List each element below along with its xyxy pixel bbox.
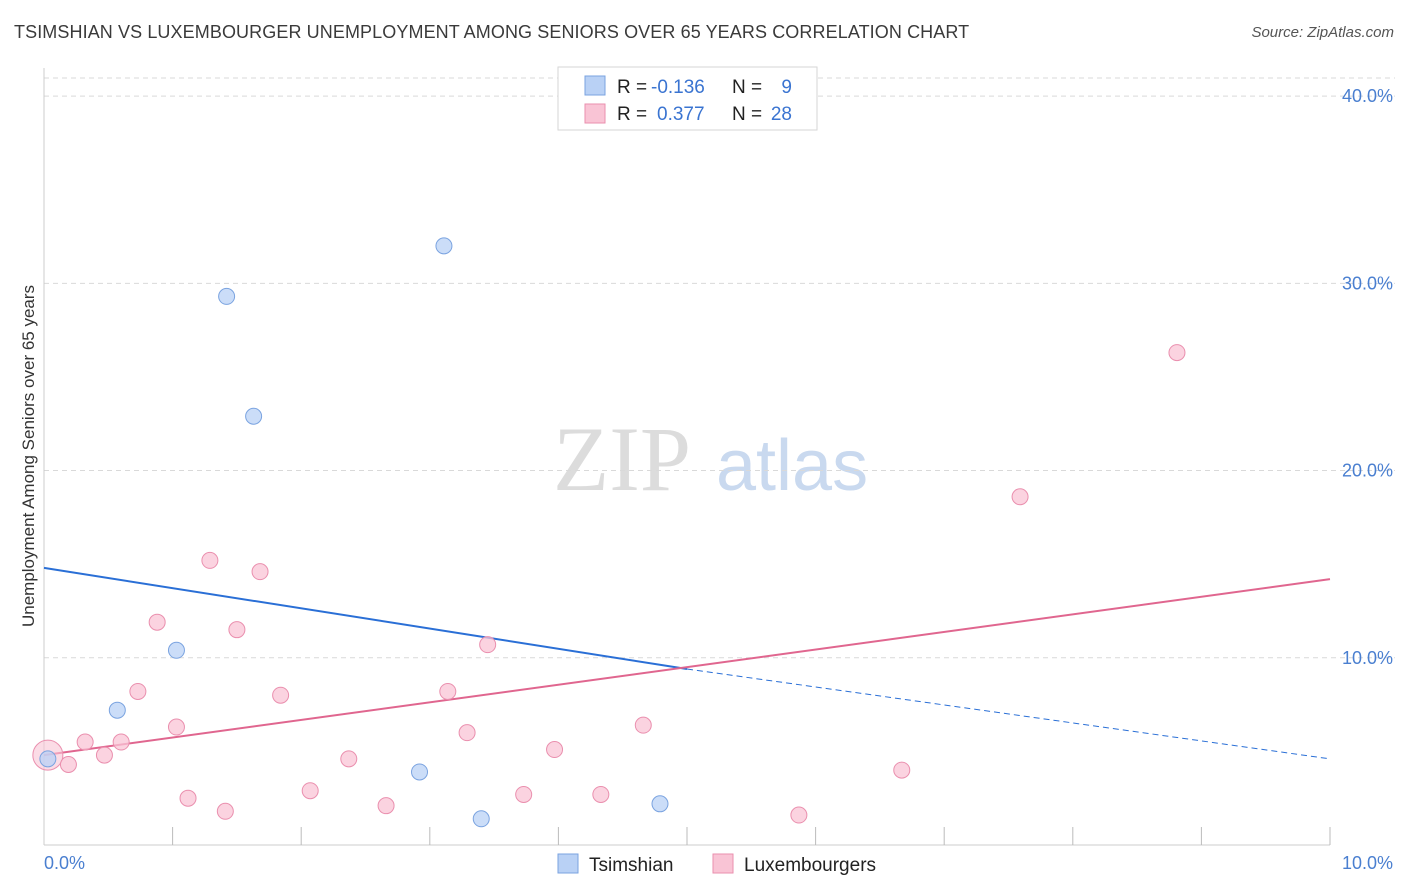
point-luxembourgers [592,785,610,803]
point-luxembourgers [479,636,497,654]
watermark: ZIP atlas [553,408,868,510]
series-legend-swatch-luxembourgers [712,853,734,874]
legend-r-label: R = [617,104,647,125]
point-luxembourgers [112,733,130,751]
point-luxembourgers [893,761,911,779]
point-luxembourgers [634,716,652,734]
point-luxembourgers [216,802,234,820]
point-luxembourgers [1168,344,1186,362]
legend-swatch-luxembourgers [584,103,606,124]
point-luxembourgers [167,718,185,736]
point-luxembourgers [179,789,197,807]
y-axis-title: Unemployment Among Seniors over 65 years [19,285,38,627]
point-tsimshian [472,810,490,828]
legend-n-label: N = [732,77,762,98]
point-luxembourgers [251,563,269,581]
series-legend-label-luxembourgers: Luxembourgers [744,855,876,876]
legend-n-value: 9 [781,77,792,98]
point-luxembourgers [129,682,147,700]
watermark-atlas: atlas [716,426,868,506]
point-luxembourgers [228,621,246,639]
legend-r-label: R = [617,77,647,98]
series-legend-swatch-tsimshian [557,853,579,874]
point-luxembourgers [790,806,808,824]
point-luxembourgers [1011,488,1029,506]
trend-line-tsimshian [43,566,688,670]
point-tsimshian [39,750,57,768]
watermark-zip: ZIP [553,408,691,510]
point-luxembourgers [515,785,533,803]
y-tick-label: 20.0% [1342,461,1393,481]
y-tick-label: 40.0% [1342,86,1393,106]
data-points [32,237,1186,828]
trend-line-tsimshian-extension [686,668,1331,760]
point-tsimshian [218,287,236,305]
point-luxembourgers [439,682,457,700]
x-tick-label: 0.0% [44,853,85,873]
point-luxembourgers [458,724,476,742]
point-luxembourgers [201,551,219,569]
legend-n-value: 28 [771,104,792,125]
legend-swatch-tsimshian [584,75,606,96]
point-tsimshian [245,407,263,425]
chart-title: TSIMSHIAN VS LUXEMBOURGER UNEMPLOYMENT A… [14,22,970,42]
x-tick-label: 10.0% [1342,853,1393,873]
point-tsimshian [411,763,429,781]
y-tick-label: 10.0% [1342,648,1393,668]
point-luxembourgers [76,733,94,751]
point-tsimshian [108,701,126,719]
stats-legend: R = -0.136 N = 9 R = 0.377 N = 28 [557,66,818,131]
trend-line-luxembourgers [43,578,1331,757]
y-tick-label: 30.0% [1342,273,1393,293]
point-luxembourgers [377,797,395,815]
trend-lines [43,566,1331,760]
point-tsimshian [435,237,453,255]
source-label: Source: ZipAtlas.com [1251,24,1394,41]
point-luxembourgers [59,755,77,773]
legend-n-label: N = [732,104,762,125]
series-legend: Tsimshian Luxembourgers [557,853,876,876]
point-luxembourgers [546,741,564,759]
point-tsimshian [651,795,669,813]
axes [43,68,1331,846]
gridlines [44,77,1395,659]
point-luxembourgers [272,686,290,704]
point-luxembourgers [301,782,319,800]
point-tsimshian [167,641,185,659]
axis-labels: 10.0% 20.0% 30.0% 40.0% 0.0% 10.0% [44,86,1393,873]
legend-r-value: -0.136 [651,77,705,98]
point-luxembourgers [95,746,113,764]
legend-r-value: 0.377 [657,104,705,125]
point-luxembourgers [340,750,358,768]
point-luxembourgers [148,613,166,631]
series-legend-label-tsimshian: Tsimshian [589,855,673,876]
